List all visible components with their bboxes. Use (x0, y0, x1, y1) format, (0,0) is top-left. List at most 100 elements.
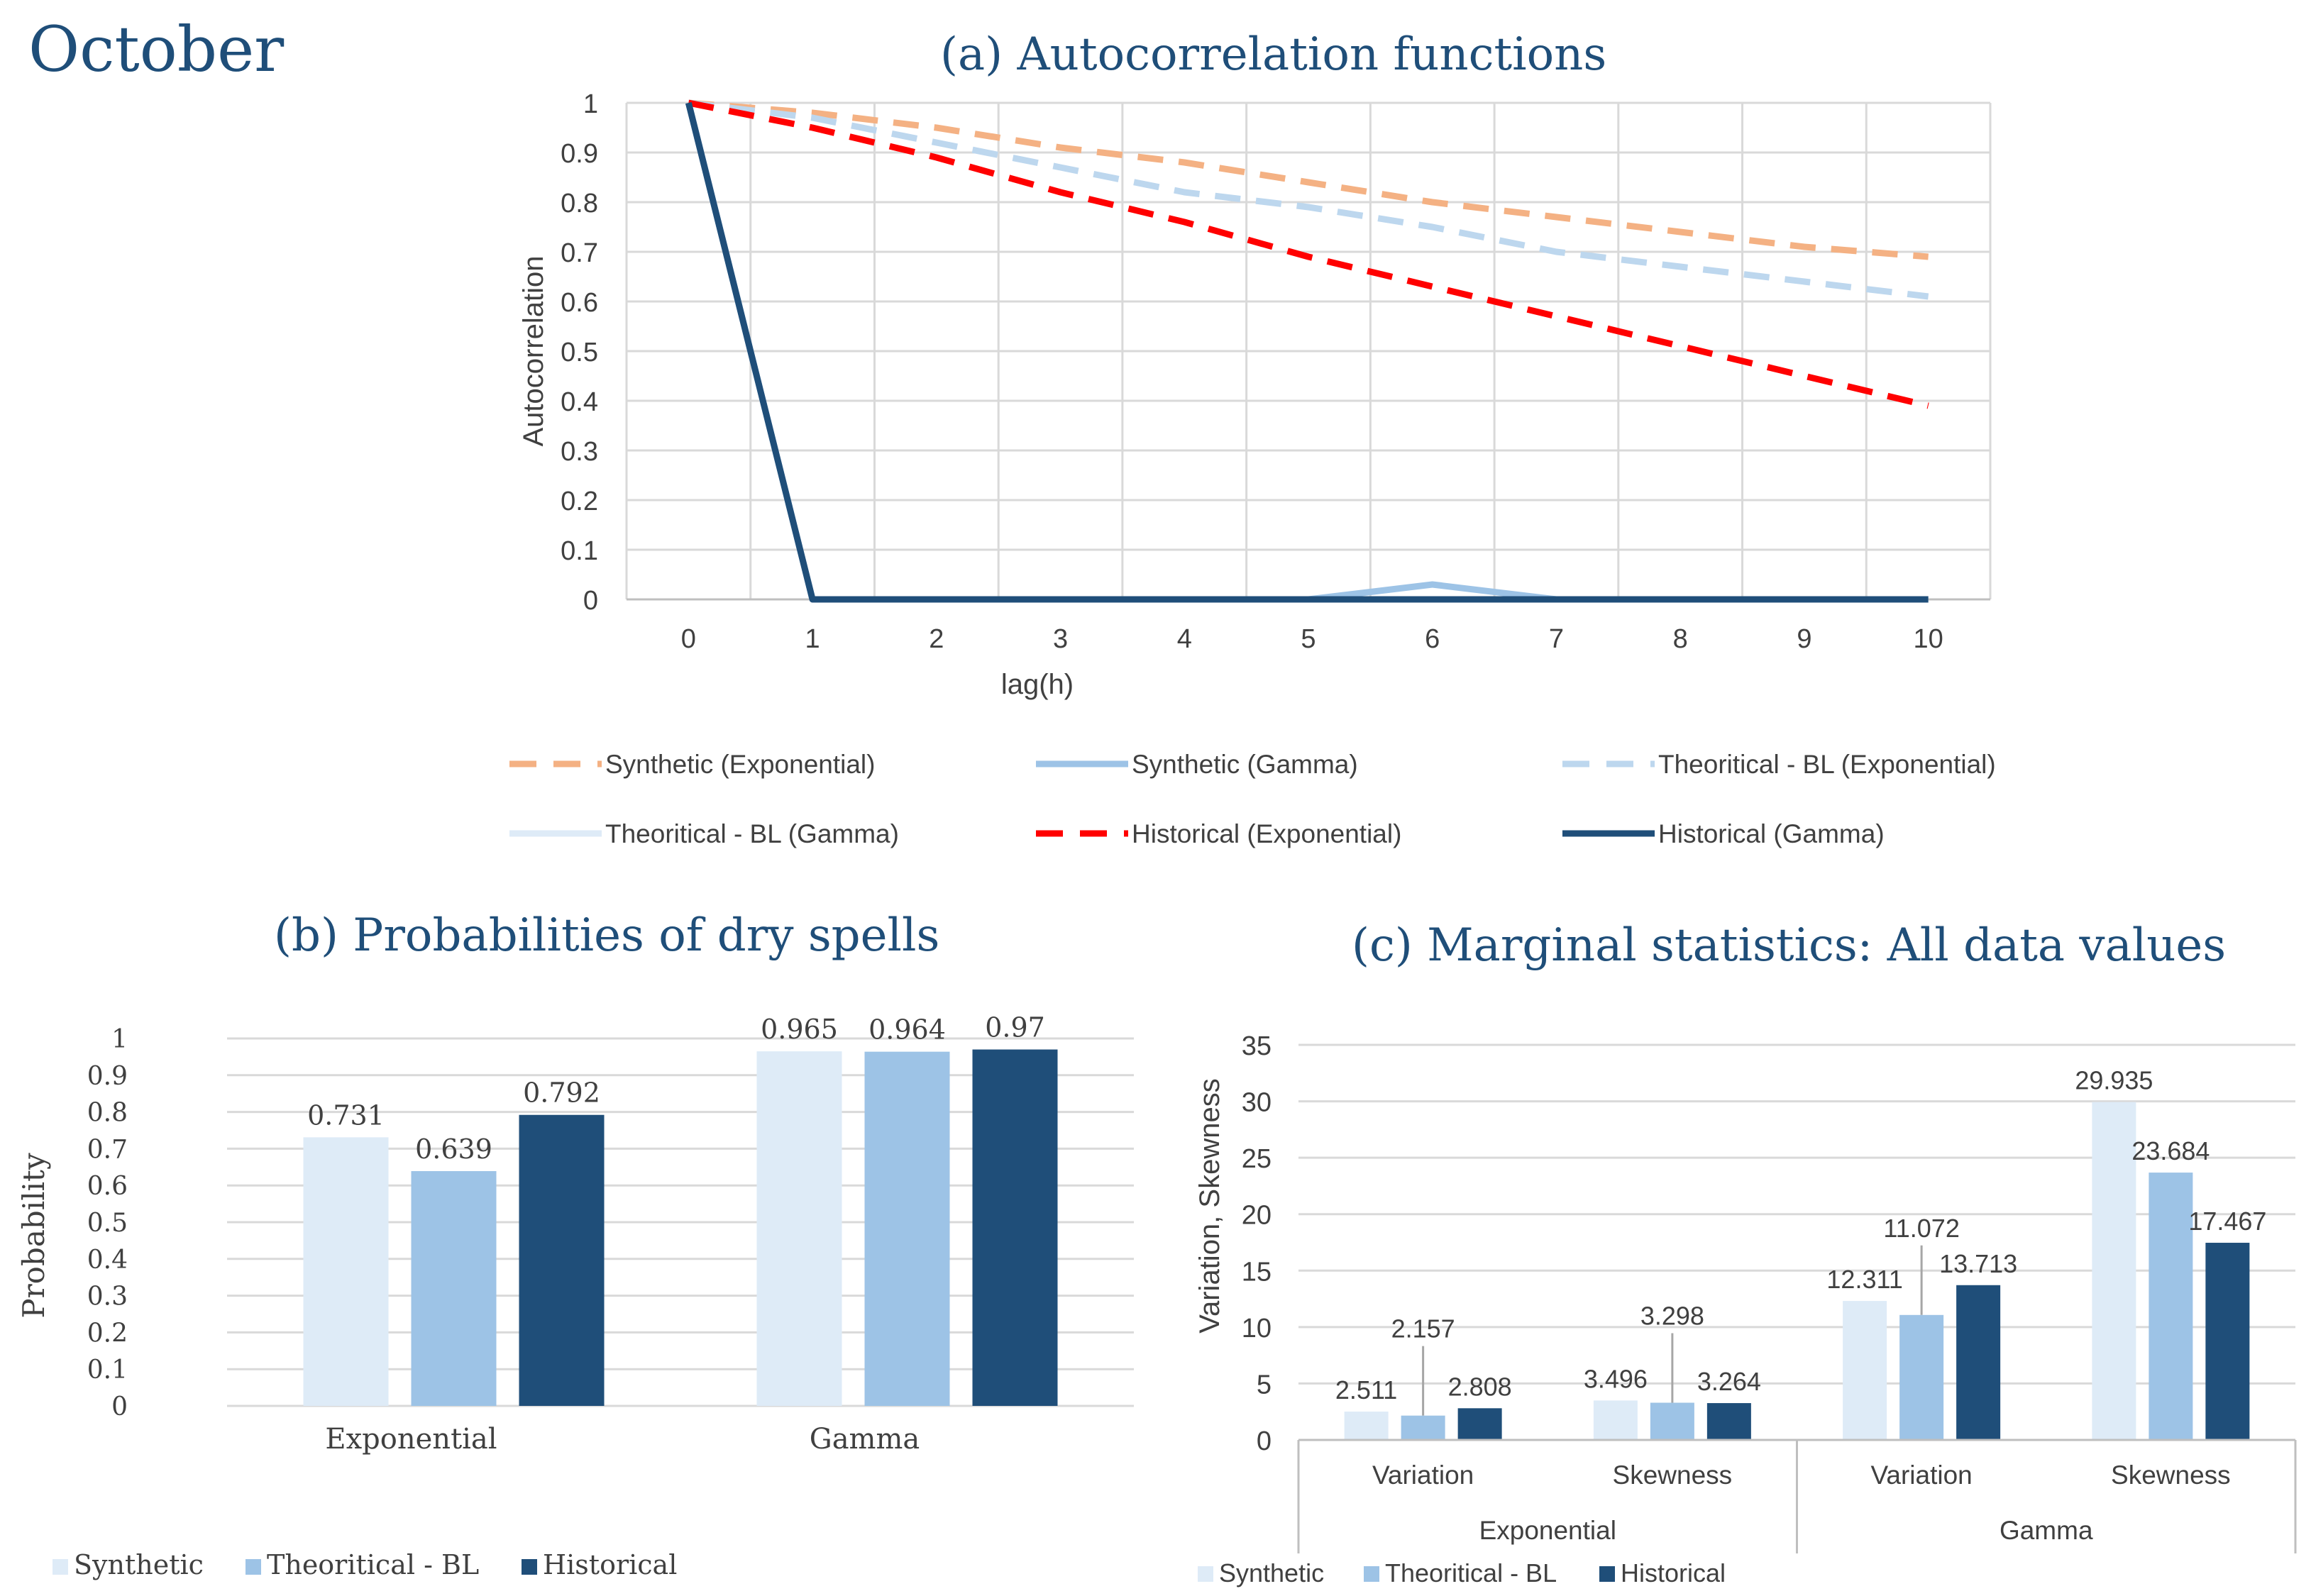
chart-b-ytick: 0.8 (87, 1099, 128, 1128)
chart-a-xtick: 8 (1673, 624, 1688, 654)
chart-b-ytick: 0.7 (87, 1135, 128, 1164)
chart-b-data-label: 0.965 (761, 1014, 838, 1045)
page-title: October (28, 13, 285, 86)
chart-b-data-label: 0.639 (415, 1134, 492, 1165)
chart-c-legend-label: Synthetic (1219, 1558, 1324, 1587)
chart-c-legend: Synthetic Theoritical - BL Historical (1198, 1558, 1726, 1587)
chart-c-data-label: 2.157 (1391, 1314, 1455, 1343)
chart-b-data-label: 0.792 (523, 1077, 600, 1109)
chart-c-bar (1344, 1412, 1389, 1440)
chart-b-data-label: 0.964 (868, 1014, 946, 1046)
chart-a-xlabel: lag(h) (1001, 669, 1074, 700)
chart-c-legend-swatch (1599, 1566, 1615, 1582)
chart-a-legend-label: Theoritical - BL (Exponential) (1658, 750, 1996, 779)
chart-a-xtick: 6 (1425, 624, 1440, 654)
chart-b: 0.731 0.639 0.792 0.965 0.964 0.97 0 0.1 0.2 0.3… (16, 1012, 1134, 1580)
chart-b-ytick: 0 (111, 1392, 128, 1422)
chart-c-ytick: 10 (1242, 1314, 1272, 1343)
chart-a-series-line (688, 99, 1929, 300)
chart-c-data-label: 2.511 (1335, 1375, 1397, 1404)
chart-a-ytick: 0 (583, 586, 598, 616)
chart-b-bar (756, 1051, 842, 1406)
chart-c-bars: 2.511 2.157 2.808 3.496 3.298 3.264 12.311 11.0… (1335, 1066, 2266, 1440)
chart-c-bar (1401, 1415, 1445, 1440)
chart-a-ytick: 0.4 (561, 387, 598, 417)
chart-c-xtick: Skewness (1613, 1461, 1733, 1490)
chart-c-data-label: 29.935 (2075, 1066, 2153, 1095)
chart-a-xtick: 9 (1797, 624, 1811, 654)
chart-b-ytick: 0.2 (87, 1319, 128, 1348)
chart-c-data-label: 3.298 (1640, 1302, 1704, 1331)
chart-c-data-label: 12.311 (1826, 1265, 1902, 1294)
chart-b-ytick: 0.1 (87, 1356, 128, 1385)
chart-c-data-label: 3.496 (1584, 1364, 1648, 1393)
chart-c-xtick: Skewness (2111, 1461, 2231, 1490)
chart-a-ytick: 0.3 (561, 437, 598, 467)
chart-a-legend-label: Historical (Gamma) (1658, 819, 1885, 848)
chart-a-series-line (685, 101, 1929, 603)
chart-c-ytick: 30 (1242, 1088, 1272, 1118)
chart-a-ticks: 00.10.20.30.40.50.60.70.80.910 1 2 3 4 5 6 7 8 9 1… (561, 89, 1943, 654)
chart-a-xtick: 1 (805, 624, 820, 654)
chart-a-ytick: 0.5 (561, 338, 598, 367)
chart-c-legend-label: Historical (1621, 1558, 1726, 1587)
chart-c-data-label: 13.713 (1939, 1249, 2017, 1278)
chart-a-series (685, 99, 1929, 603)
chart-b-ytick: 0.5 (87, 1209, 128, 1238)
chart-b-ytick: 0.9 (87, 1062, 128, 1091)
chart-a-legend-label: Synthetic (Exponential) (605, 750, 875, 779)
chart-a-xtick: 2 (929, 624, 944, 654)
chart-a-legend: Synthetic (Exponential) Synthetic (Gamma)… (509, 750, 1996, 848)
chart-b-xtick: Gamma (810, 1423, 920, 1456)
chart-a-xtick: 7 (1549, 624, 1564, 654)
chart-a-ytick: 1 (583, 89, 598, 119)
chart-b-legend-swatch (53, 1559, 68, 1575)
chart-c-bar (1706, 1403, 1751, 1440)
chart-c-legend-swatch (1364, 1566, 1379, 1582)
chart-c-data-label: 17.467 (2188, 1207, 2266, 1236)
chart-a-ytick: 0.7 (561, 238, 598, 268)
chart-b-ticks: 0 0.1 0.2 0.3 0.4 0.5 0.6 0.7 0.8 0.9 1 Exponential… (87, 1025, 920, 1456)
chart-b-bar (411, 1170, 497, 1406)
chart-b-data-label: 0.97 (985, 1012, 1045, 1043)
chart-c-data-label: 2.808 (1448, 1372, 1512, 1401)
chart-a-legend-label: Synthetic (Gamma) (1132, 750, 1358, 779)
chart-a-ytick: 0.6 (561, 288, 598, 318)
chart-a-ytick: 0.2 (561, 487, 598, 516)
chart-c-bar (2149, 1173, 2193, 1440)
chart-c-data-label: 23.684 (2131, 1136, 2210, 1165)
chart-b-ytick: 1 (111, 1025, 128, 1054)
chart-a: 00.10.20.30.40.50.60.70.80.910 1 2 3 4 5 6 7 8 9 1… (509, 89, 1996, 848)
chart-b-bar (972, 1049, 1058, 1406)
chart-a-series-line (688, 99, 1929, 260)
chart-c-bar (1843, 1301, 1887, 1440)
chart-b-bar (303, 1137, 389, 1406)
chart-a-series-line (688, 99, 1929, 409)
chart-a-legend-label: Theoritical - BL (Gamma) (605, 819, 899, 848)
chart-b-bar (864, 1051, 950, 1406)
chart-c-ytick: 20 (1242, 1201, 1272, 1231)
chart-a-grid (625, 101, 1992, 601)
chart-c-bar (2092, 1102, 2136, 1440)
chart-b-legend-label: Theoritical - BL (267, 1549, 479, 1580)
chart-c-title: (c) Marginal statistics: All data values (1352, 919, 2227, 972)
chart-c-bar (1956, 1285, 2001, 1440)
chart-c-legend-label: Theoritical - BL (1385, 1558, 1557, 1587)
chart-c-bar (1457, 1408, 1502, 1440)
chart-b-ytick: 0.6 (87, 1172, 128, 1201)
chart-c-group-label: Exponential (1479, 1516, 1616, 1545)
chart-b-bars: 0.731 0.639 0.792 0.965 0.964 0.97 (303, 1012, 1058, 1406)
chart-c: 2.511 2.157 2.808 3.496 3.298 3.264 12.311 11.0… (1194, 1031, 2297, 1587)
chart-c-ytick: 0 (1257, 1426, 1272, 1456)
chart-c-bar (2205, 1243, 2250, 1440)
chart-b-ylabel: Probability (16, 1153, 51, 1319)
chart-a-xtick: 4 (1177, 624, 1192, 654)
chart-c-data-label: 3.264 (1697, 1367, 1761, 1396)
chart-a-xtick: 10 (1913, 624, 1943, 654)
chart-c-bar (1593, 1400, 1638, 1440)
chart-a-ytick: 0.8 (561, 189, 598, 218)
chart-c-xtick: Variation (1870, 1461, 1972, 1490)
chart-c-group-label: Gamma (2000, 1516, 2093, 1545)
chart-c-ytick: 15 (1242, 1257, 1272, 1287)
chart-c-ticks: 0 5 10 15 20 25 30 35 Variation Skewness Variation… (1242, 1031, 2297, 1553)
